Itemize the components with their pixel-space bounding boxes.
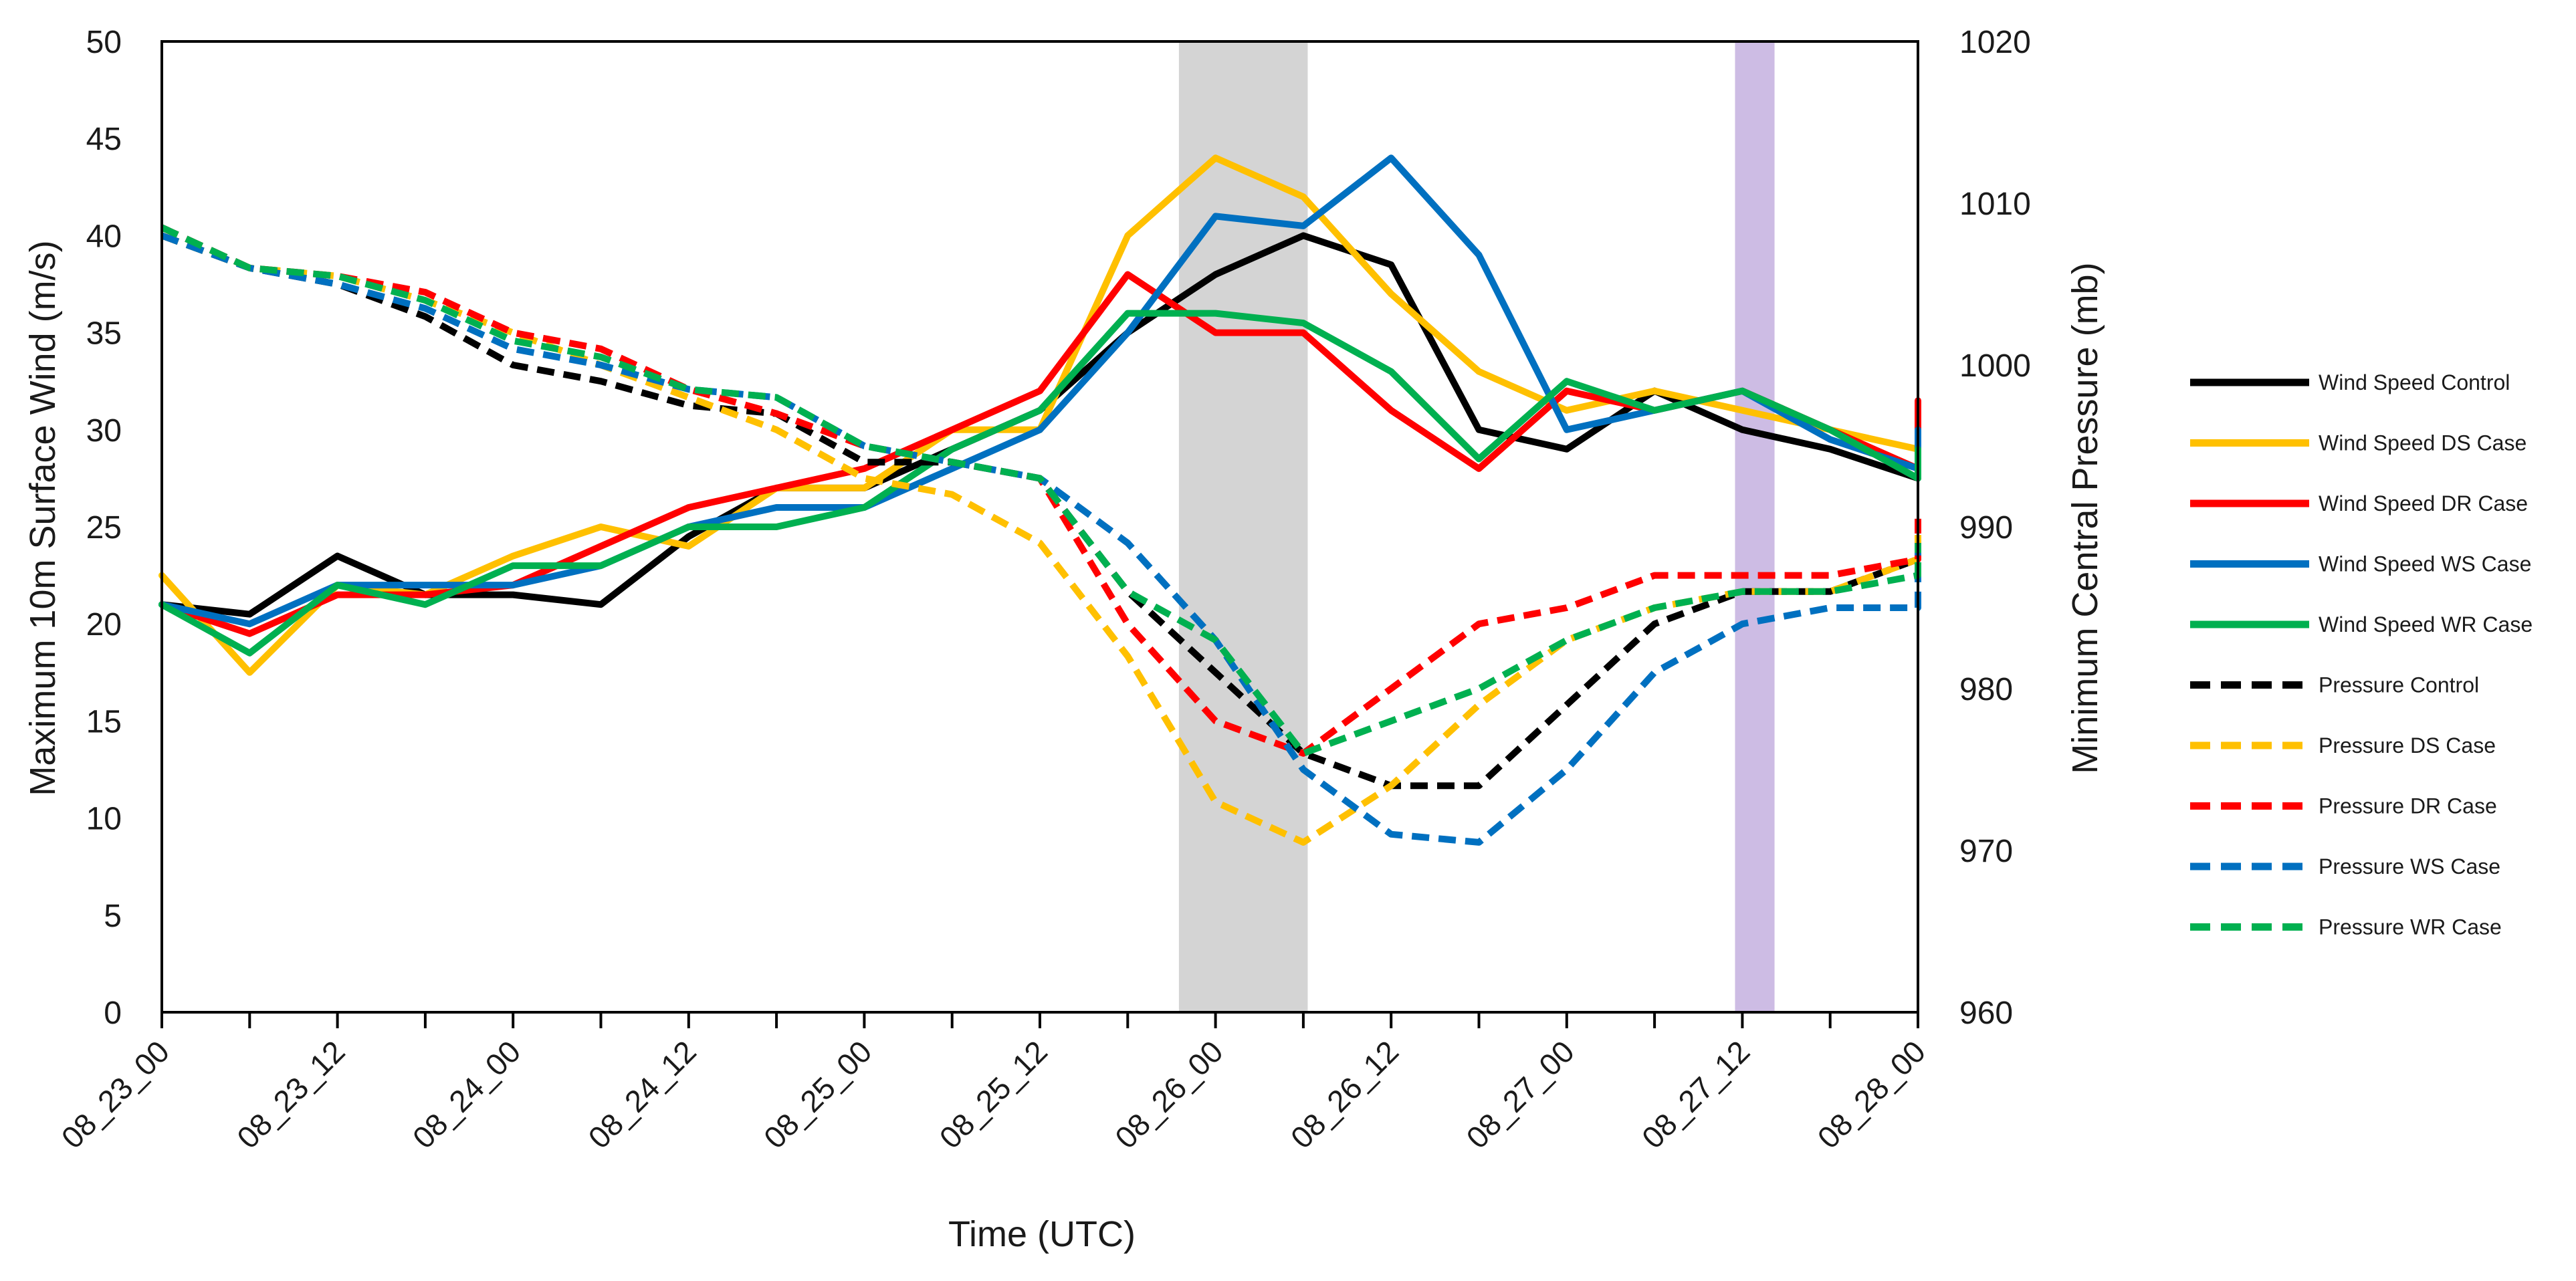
legend-label: Pressure WS Case	[2319, 854, 2500, 879]
y-right-tick-label: 990	[1959, 510, 2013, 546]
y-left-tick-label: 35	[86, 316, 122, 352]
series-line-pressure-dr-case	[160, 224, 1921, 757]
legend-label: Pressure WR Case	[2319, 915, 2502, 939]
y-left-tick-label: 10	[86, 802, 122, 837]
x-axis-title: Time (UTC)	[948, 1214, 1136, 1254]
y-left-tick-label: 45	[86, 122, 122, 157]
legend-label: Pressure DS Case	[2319, 733, 2496, 758]
legend-label: Pressure Control	[2319, 673, 2479, 697]
y-left-tick-label: 5	[104, 899, 122, 934]
series-line-wind-speed-wr-case	[158, 310, 1921, 657]
y-left-tick-label: 20	[86, 607, 122, 643]
y-right-tick-label: 1000	[1959, 348, 2031, 384]
shaded-regions	[1178, 41, 1775, 1012]
legend-label: Wind Speed DS Case	[2319, 431, 2527, 455]
shaded-region-2	[1735, 41, 1775, 1012]
series-lines	[158, 154, 1921, 846]
y-left-tick-label: 30	[86, 413, 122, 449]
series-line-pressure-wr-case	[160, 224, 1921, 757]
shaded-region-1	[1178, 41, 1308, 1012]
y-right-tick-label: 1020	[1959, 25, 2031, 60]
y-right-tick-label: 960	[1959, 996, 2013, 1031]
legend-label: Wind Speed WS Case	[2319, 552, 2531, 576]
series-line-wind-speed-control	[158, 232, 1921, 618]
legend-label: Pressure DR Case	[2319, 794, 2497, 818]
y-axis-right-title: Minimum Central Pressure (mb)	[2065, 262, 2105, 774]
legend-label: Wind Speed WR Case	[2319, 612, 2533, 636]
y-right-tick-label: 980	[1959, 672, 2013, 707]
y-left-tick-label: 15	[86, 704, 122, 739]
legend-label: Wind Speed DR Case	[2319, 491, 2528, 515]
y-right-tick-label: 1010	[1959, 187, 2031, 222]
y-right-tick-label: 970	[1959, 834, 2013, 869]
legend-label: Wind Speed Control	[2319, 370, 2510, 394]
y-axis-left-title: Maximum 10m Surface Wind (m/s)	[23, 240, 63, 796]
y-left-tick-label: 40	[86, 219, 122, 254]
series-line-pressure-ws-case	[160, 232, 1921, 846]
y-left-tick-label: 0	[104, 996, 122, 1031]
axes	[160, 40, 1919, 1028]
y-left-tick-label: 25	[86, 510, 122, 546]
y-left-tick-label: 50	[86, 25, 122, 60]
legend: Wind Speed Control Wind Speed DS Case Wind…	[2190, 370, 2533, 939]
